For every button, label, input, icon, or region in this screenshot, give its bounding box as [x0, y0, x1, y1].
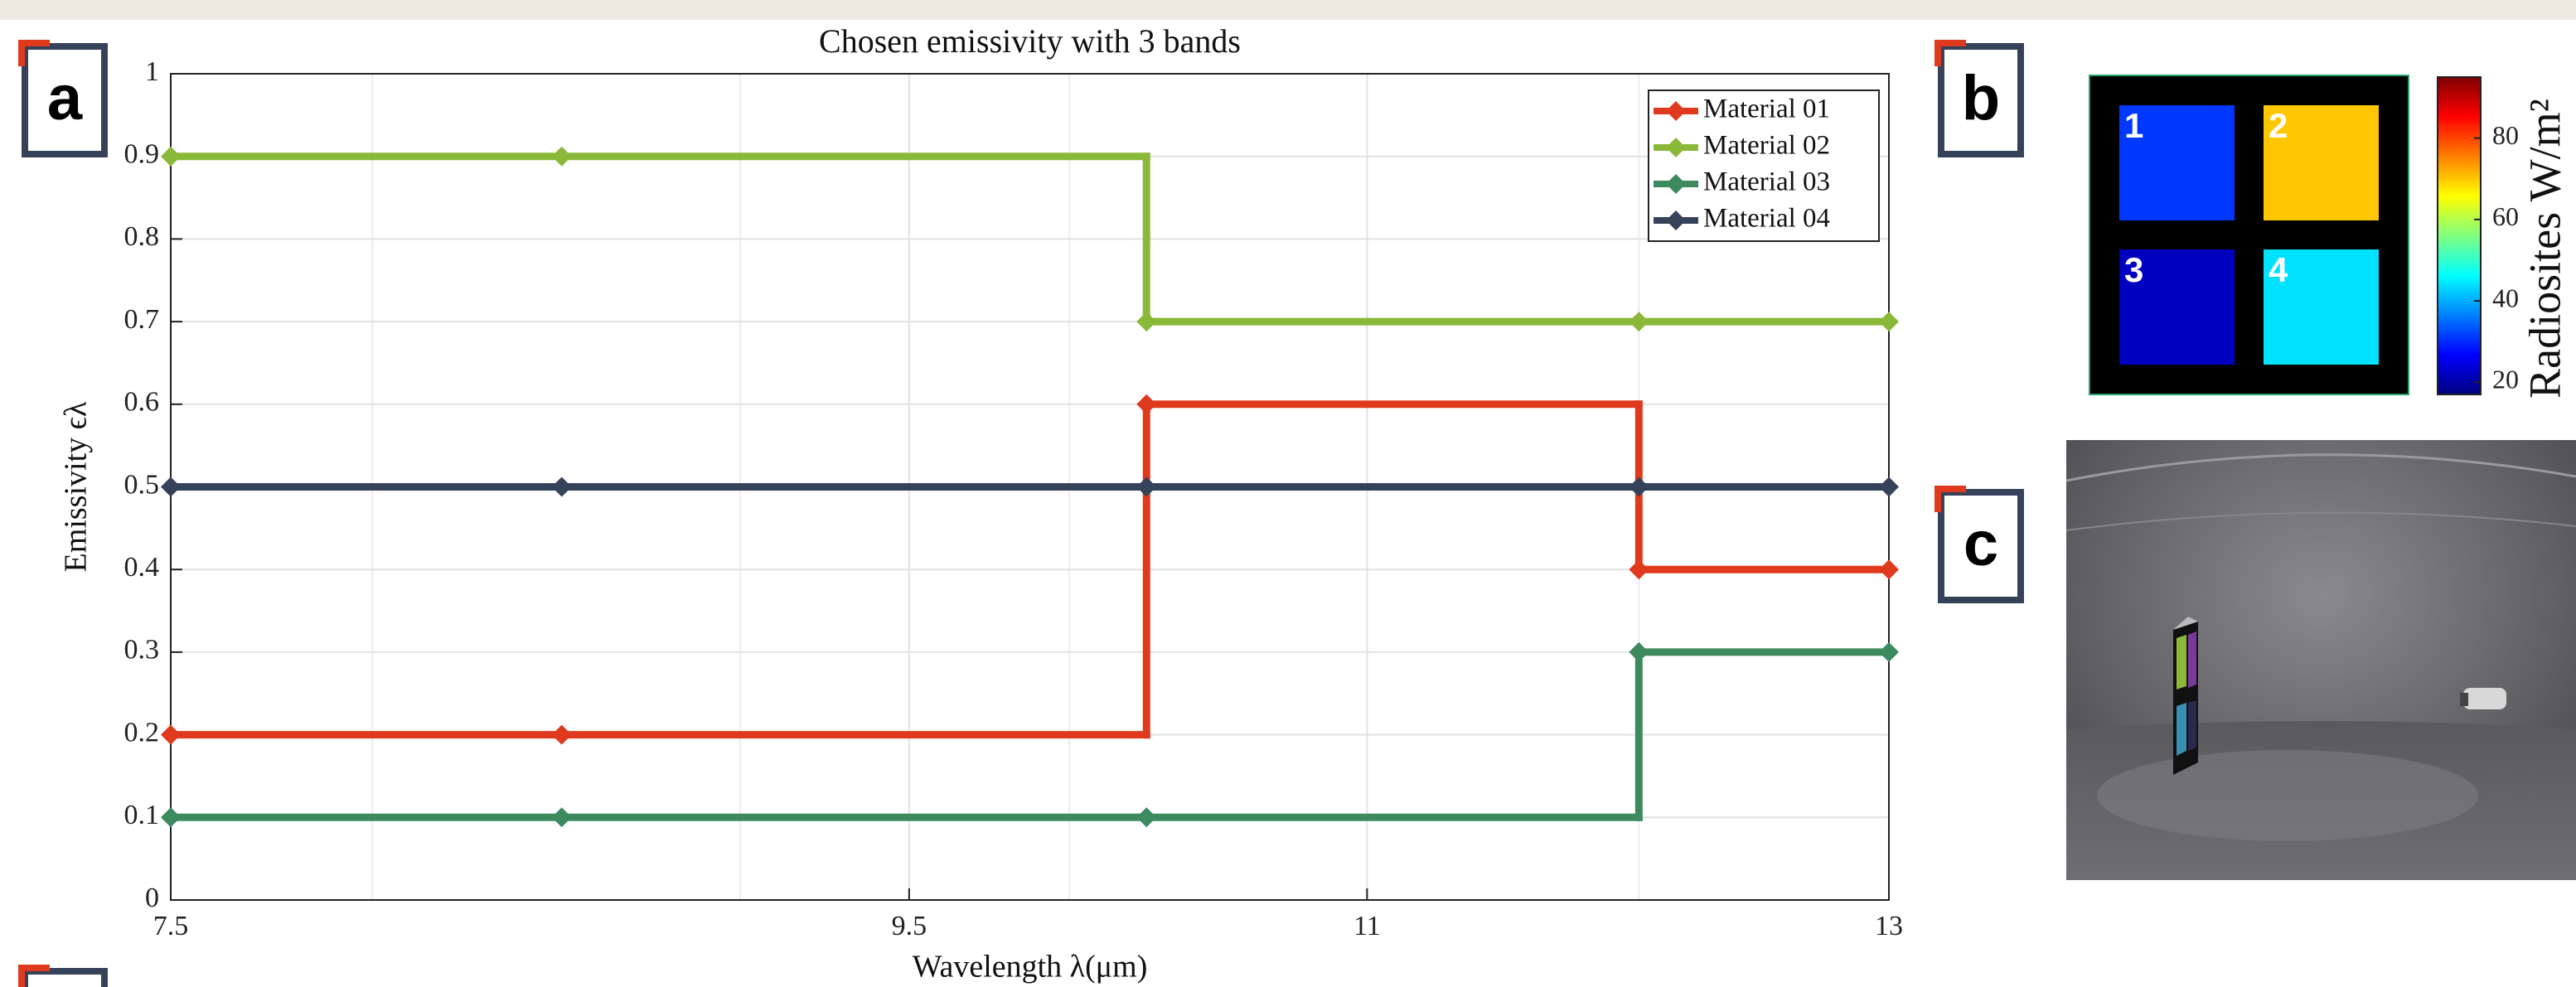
chart-title: Chosen emissivity with 3 bands [819, 22, 1241, 60]
legend-box [1648, 90, 1880, 242]
colorbar-label: Radiosites W/m² [2520, 99, 2569, 399]
legend-label: Material 02 [1703, 131, 1830, 161]
data-marker [1629, 559, 1649, 580]
colorbar-tick-label: 20 [2492, 365, 2519, 394]
colorbar-tick-label: 80 [2492, 120, 2519, 150]
render-image [2065, 440, 2576, 880]
y-tick-label: 0.9 [124, 138, 160, 169]
legend-marker [1666, 138, 1686, 157]
data-marker [161, 146, 181, 167]
data-marker [1136, 807, 1157, 828]
y-tick-label: 0.4 [124, 552, 160, 583]
y-tick-label: 0.6 [124, 387, 160, 418]
legend-label: Material 01 [1703, 94, 1830, 124]
x-tick-label: 9.5 [892, 911, 927, 941]
y-tick-label: 1 [145, 56, 159, 87]
x-tick-label: 13 [1875, 911, 1903, 941]
data-marker [1879, 312, 1899, 332]
data-marker [1136, 312, 1157, 332]
cell-label: 1 [2124, 106, 2143, 145]
legend-marker [1666, 210, 1686, 230]
data-marker [161, 724, 181, 745]
panel-label-box: a [18, 40, 108, 157]
data-marker [1629, 477, 1649, 497]
data-marker [1879, 477, 1899, 497]
heatmap-cell [2264, 249, 2379, 365]
y-tick-label: 0.3 [124, 635, 160, 665]
x-axis-label: Wavelength λ(μm) [913, 950, 1148, 985]
top-bar [0, 0, 2576, 20]
y-tick-label: 0.7 [124, 304, 160, 335]
cell-label: 4 [2269, 250, 2288, 289]
data-marker [1879, 559, 1899, 580]
heatmap-cell [2264, 105, 2379, 220]
data-marker [551, 807, 572, 828]
data-marker [1879, 641, 1899, 662]
data-marker [161, 477, 181, 497]
data-marker [1136, 394, 1157, 414]
legend-marker [1666, 174, 1686, 194]
data-marker [161, 807, 181, 828]
colorbar-tick-label: 60 [2492, 201, 2519, 231]
panel-label: a [47, 63, 83, 133]
x-tick-label: 7.5 [153, 911, 189, 941]
panel-label-box [18, 965, 108, 987]
data-marker [551, 477, 572, 497]
colorbar [2437, 76, 2482, 395]
y-tick-label: 0 [145, 883, 159, 913]
data-marker [1629, 312, 1649, 332]
legend-marker [1666, 101, 1686, 121]
legend-label: Material 03 [1703, 167, 1830, 197]
panel-label: c [1963, 509, 1998, 579]
data-marker [551, 724, 572, 745]
colorbar-tick-label: 40 [2492, 283, 2519, 312]
heatmap-cell [2119, 249, 2235, 365]
y-tick-label: 0.2 [124, 717, 160, 748]
y-tick-label: 0.1 [124, 800, 160, 830]
y-axis-label: Emissivity ϵλ [59, 401, 94, 572]
panel-label-box: b [1934, 40, 2024, 157]
x-tick-label: 11 [1353, 911, 1381, 941]
panel-label: b [1962, 63, 2000, 133]
y-tick-label: 0.5 [124, 469, 160, 500]
y-tick-label: 0.8 [124, 221, 160, 252]
data-marker [1136, 477, 1157, 497]
cell-label: 2 [2269, 106, 2288, 145]
data-marker [1629, 641, 1649, 662]
panel-label-box: c [1934, 486, 2024, 603]
legend-label: Material 04 [1703, 204, 1830, 234]
cell-label: 3 [2124, 250, 2143, 289]
heatmap-cell [2119, 105, 2235, 220]
data-marker [551, 146, 572, 167]
